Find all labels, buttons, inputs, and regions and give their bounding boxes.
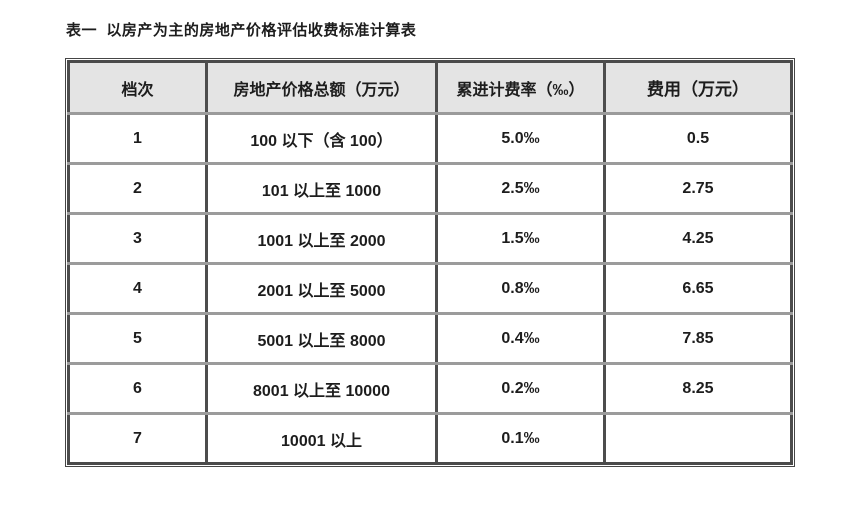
table-cell-fee: 4.25 — [603, 212, 793, 265]
table-cell-fee — [603, 412, 793, 465]
table-cell-total-price: 8001 以上至 10000 — [205, 362, 438, 415]
table-cell-rate: 0.1‰ — [435, 412, 606, 465]
table-cell-total-price: 10001 以上 — [205, 412, 438, 465]
header-cell-fee: 费用（万元） — [603, 60, 793, 115]
table-cell-fee: 6.65 — [603, 262, 793, 315]
table-cell-grade: 5 — [67, 312, 208, 365]
table-cell-grade: 3 — [67, 212, 208, 265]
table-cell-rate: 1.5‰ — [435, 212, 606, 265]
table-row: 3 1001 以上至 2000 1.5‰ 4.25 — [67, 212, 793, 265]
table-cell-fee: 0.5 — [603, 112, 793, 165]
table-cell-grade: 6 — [67, 362, 208, 415]
table-header-row: 档次 房地产价格总额（万元） 累进计费率（‰） 费用（万元） — [67, 60, 793, 115]
header-cell-rate: 累进计费率（‰） — [435, 60, 606, 115]
table-cell-rate: 0.8‰ — [435, 262, 606, 315]
header-cell-total-price: 房地产价格总额（万元） — [205, 60, 438, 115]
table-cell-rate: 2.5‰ — [435, 162, 606, 215]
table-cell-grade: 4 — [67, 262, 208, 315]
table-cell-rate: 5.0‰ — [435, 112, 606, 165]
table-row: 6 8001 以上至 10000 0.2‰ 8.25 — [67, 362, 793, 415]
page-title: 表一 以房产为主的房地产价格评估收费标准计算表 — [66, 22, 417, 39]
table-row: 5 5001 以上至 8000 0.4‰ 7.85 — [67, 312, 793, 365]
table-cell-rate: 0.2‰ — [435, 362, 606, 415]
table-cell-total-price: 5001 以上至 8000 — [205, 312, 438, 365]
table-cell-fee: 7.85 — [603, 312, 793, 365]
table-cell-fee: 8.25 — [603, 362, 793, 415]
table-row: 2 101 以上至 1000 2.5‰ 2.75 — [67, 162, 793, 215]
header-cell-grade: 档次 — [67, 60, 208, 115]
table-cell-grade: 7 — [67, 412, 208, 465]
table-cell-total-price: 101 以上至 1000 — [205, 162, 438, 215]
table-cell-fee: 2.75 — [603, 162, 793, 215]
table-row: 1 100 以下（含 100） 5.0‰ 0.5 — [67, 112, 793, 165]
table-cell-total-price: 1001 以上至 2000 — [205, 212, 438, 265]
table-row: 4 2001 以上至 5000 0.8‰ 6.65 — [67, 262, 793, 315]
table-cell-total-price: 100 以下（含 100） — [205, 112, 438, 165]
table-row: 7 10001 以上 0.1‰ — [67, 412, 793, 465]
table-cell-grade: 2 — [67, 162, 208, 215]
table-cell-rate: 0.4‰ — [435, 312, 606, 365]
table-cell-grade: 1 — [67, 112, 208, 165]
table-cell-total-price: 2001 以上至 5000 — [205, 262, 438, 315]
fee-table: 档次 房地产价格总额（万元） 累进计费率（‰） 费用（万元） 1 100 以下（… — [67, 60, 793, 465]
fee-table-wrapper: 档次 房地产价格总额（万元） 累进计费率（‰） 费用（万元） 1 100 以下（… — [65, 58, 795, 467]
